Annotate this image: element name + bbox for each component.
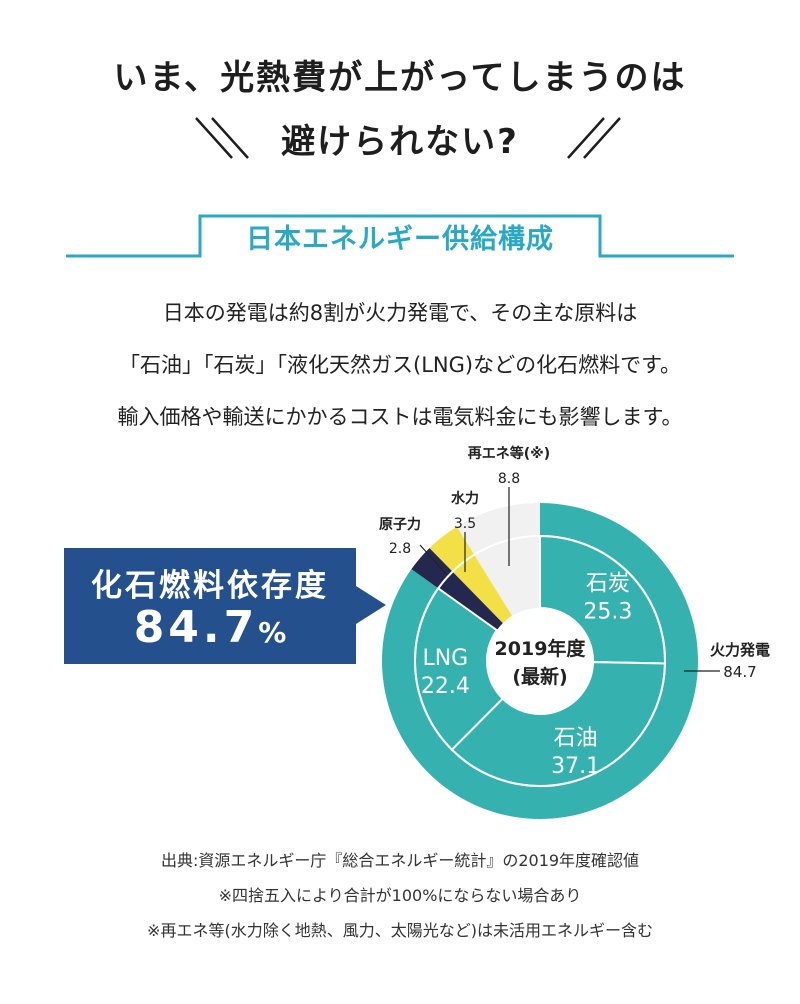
- inner-value-coal: 25.3: [583, 600, 632, 625]
- rounding-note: ※四捨五入により合計が100%にならない場合あり: [218, 886, 582, 905]
- inner-value-oil: 37.1: [551, 754, 600, 779]
- headline-line-1: いま、光熱費が上がってしまうのは: [113, 58, 687, 98]
- outer-slice-nuclear: [411, 548, 503, 631]
- body-text-line-1: 日本の発電は約8割が火力発電で、その主な原料は: [162, 301, 638, 325]
- outer-slice-renewable: [456, 503, 540, 616]
- inner-label-oil: 石油: [554, 726, 598, 751]
- ring-separator: [414, 535, 666, 787]
- badge-label: 化石燃料依存度: [91, 568, 329, 604]
- center-label-latest: (最新): [512, 665, 567, 688]
- body-text-line-3: 輸入価格や輸送にかかるコストは電気料金にも影響します。: [117, 405, 683, 429]
- outer-label-hydro: 水力: [451, 490, 479, 507]
- section-title: 日本エネルギー供給構成: [246, 224, 554, 255]
- right-slash-decoration: [567, 117, 621, 159]
- inner-value-lng: 22.4: [421, 674, 470, 699]
- inner-label-coal: 石炭: [586, 572, 630, 597]
- fossil-dependency-badge: 化石燃料依存度 84.7%: [64, 548, 356, 664]
- source-note: 出典:資源エネルギー庁『総合エネルギー統計』の2019年度確認値: [160, 851, 640, 870]
- headline-line-2: 避けられない?: [281, 122, 519, 162]
- outer-value-thermal: 84.7: [723, 663, 756, 681]
- outer-value-hydro: 3.5: [454, 516, 476, 532]
- outer-label-thermal: 火力発電: [710, 641, 770, 659]
- left-slash-decoration: [195, 117, 249, 159]
- badge-unit: %: [258, 616, 287, 649]
- outer-label-renewable: 再エネ等(※): [468, 445, 550, 462]
- donut-center: [487, 608, 593, 714]
- center-label-year: 2019年度: [495, 637, 587, 660]
- body-text-line-2: 「石油」「石炭」「液化天然ガス(LNG)などの化石燃料です。: [119, 353, 681, 377]
- outer-slice-hydro: [429, 526, 513, 624]
- outer-value-nuclear: 2.8: [389, 541, 411, 557]
- renewable-note: ※再エネ等(水力除く地熱、風力、太陽光など)は未活用エネルギー含む: [147, 921, 653, 940]
- badge-value: 84.7: [133, 602, 259, 653]
- inner-label-lng: LNG: [422, 646, 468, 671]
- section-title-frame: [66, 214, 734, 258]
- callout-line-nuclear: [419, 544, 447, 575]
- badge-pointer: [356, 586, 386, 624]
- outer-label-nuclear: 原子力: [379, 516, 421, 533]
- badge-value-wrap: 84.7%: [64, 602, 356, 653]
- outer-value-renewable: 8.8: [498, 471, 520, 487]
